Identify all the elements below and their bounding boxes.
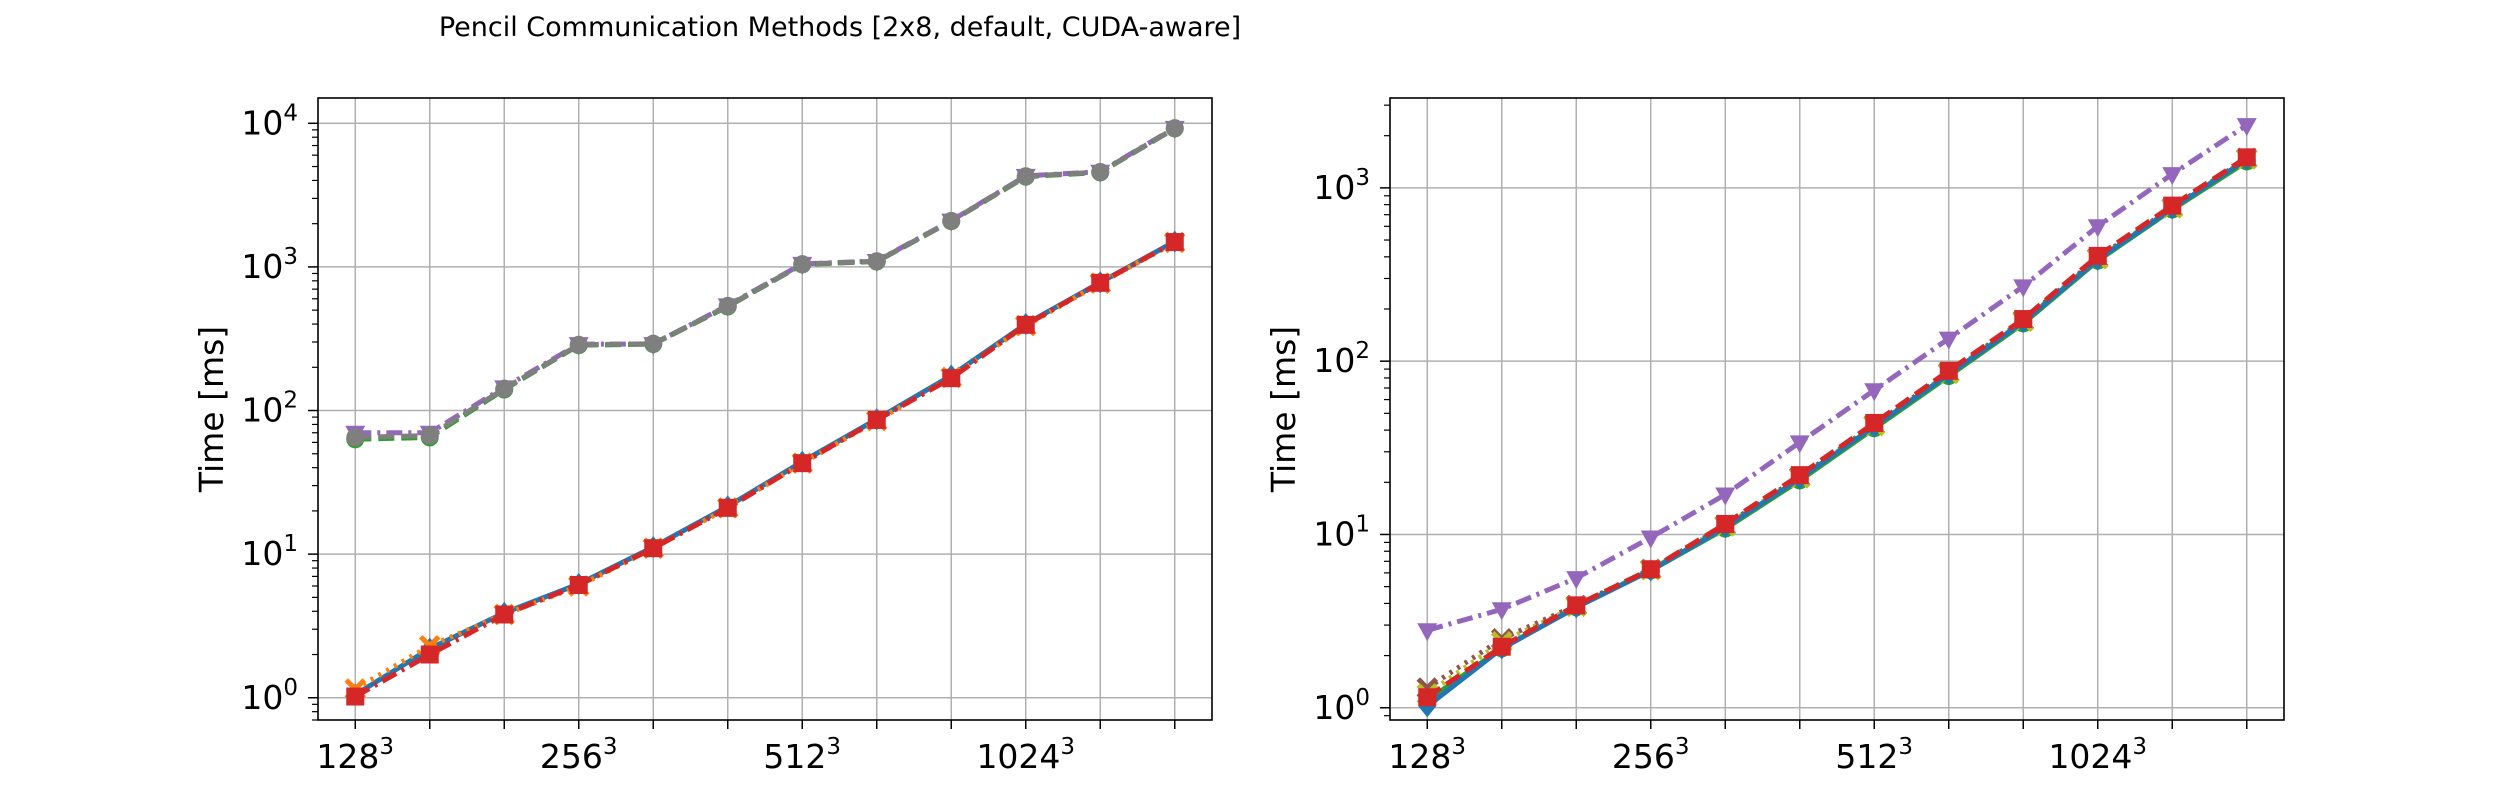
data-point-s2-4 [644,334,663,353]
data-point-s0-6 [1864,383,1885,402]
axes-frame [1389,97,2285,721]
data-point-s5-10 [2163,196,2182,215]
data-point-s2-1 [420,426,439,445]
x-tick-label: 1283 [316,734,394,776]
data-point-s5-1 [420,645,439,664]
y-tick-label: 103 [241,244,298,286]
data-point-s5-6 [793,454,812,473]
x-tick-label: 2563 [540,734,618,776]
data-point-s5-2 [1567,596,1586,615]
y-axis-label: Time [ms] [1264,326,1303,493]
data-point-s5-5 [1790,466,1809,485]
data-point-s2-3 [569,335,588,354]
data-point-s0-10 [2162,167,2183,186]
data-point-s0-2 [1566,571,1587,590]
data-point-s0-1 [1491,602,1512,621]
y-tick-label: 101 [1313,511,1370,553]
data-point-s5-6 [1865,413,1884,432]
data-point-s2-7 [867,252,886,271]
data-point-s0-11 [2236,118,2257,137]
data-point-s5-2 [495,605,514,624]
data-point-s0-9 [2087,219,2108,238]
data-point-s0-7 [1938,331,1959,350]
x-tick-label: 5123 [1835,734,1913,776]
data-point-s2-6 [793,255,812,274]
y-tick-label: 100 [241,675,298,717]
data-point-s2-0 [346,428,365,447]
y-tick-label: 102 [1313,338,1370,380]
data-point-s5-11 [1165,233,1184,252]
data-point-s2-11 [1165,119,1184,138]
data-point-s5-0 [346,687,365,706]
data-point-s0-4 [1715,487,1736,506]
data-point-s0-3 [1640,530,1661,549]
y-tick-label: 100 [1313,685,1370,727]
data-point-s2-8 [942,211,961,230]
figure-title: Pencil Communication Methods [2x8, defau… [438,12,1242,43]
data-point-s5-7 [867,410,886,429]
x-tick-label: 2563 [1612,734,1690,776]
data-point-s5-4 [1716,514,1735,533]
series-line-5 [354,239,1177,699]
x-tick-label: 10243 [2048,734,2147,776]
series-line-4 [1425,157,2249,709]
data-point-s0-0 [1417,623,1438,642]
data-point-s5-9 [2088,246,2107,265]
left-subplot: 1283 2563 5123 10243 100 101 102 103 104 Time [ms… [192,97,1213,776]
data-point-s5-0 [1418,688,1437,707]
x-tick-label: 5123 [763,734,841,776]
axes-frame [317,97,1213,721]
series-line-2 [355,126,1177,440]
series-line-0 [1426,123,2249,633]
data-point-s2-2 [495,379,514,398]
x-tick-label: 10243 [976,734,1075,776]
y-axis-label: Time [ms] [192,326,231,493]
data-point-s5-5 [718,498,737,517]
series-line-5 [1425,155,2249,700]
data-point-s5-8 [2014,310,2033,329]
data-point-s5-11 [2237,148,2256,167]
data-point-s2-10 [1091,162,1110,181]
data-point-s5-3 [1641,560,1660,579]
data-point-s5-9 [1016,315,1035,334]
data-point-s5-1 [1492,637,1511,656]
data-point-s5-10 [1091,273,1110,292]
y-tick-label: 103 [1313,165,1370,207]
data-point-s0-5 [1789,435,1810,454]
x-tick-label: 1283 [1388,734,1466,776]
right-subplot: 1283 2563 5123 10243 100 101 102 103 Time [ms] [1264,97,2285,776]
data-point-s5-4 [644,539,663,558]
data-point-s5-3 [569,575,588,594]
y-tick-label: 104 [241,100,298,142]
data-point-s0-8 [2013,279,2034,298]
data-point-s2-5 [718,296,737,315]
y-tick-label: 102 [241,388,298,430]
data-point-s2-9 [1016,167,1035,186]
data-point-s5-8 [942,369,961,388]
data-point-s5-7 [1939,361,1958,380]
y-tick-label: 101 [241,531,298,573]
